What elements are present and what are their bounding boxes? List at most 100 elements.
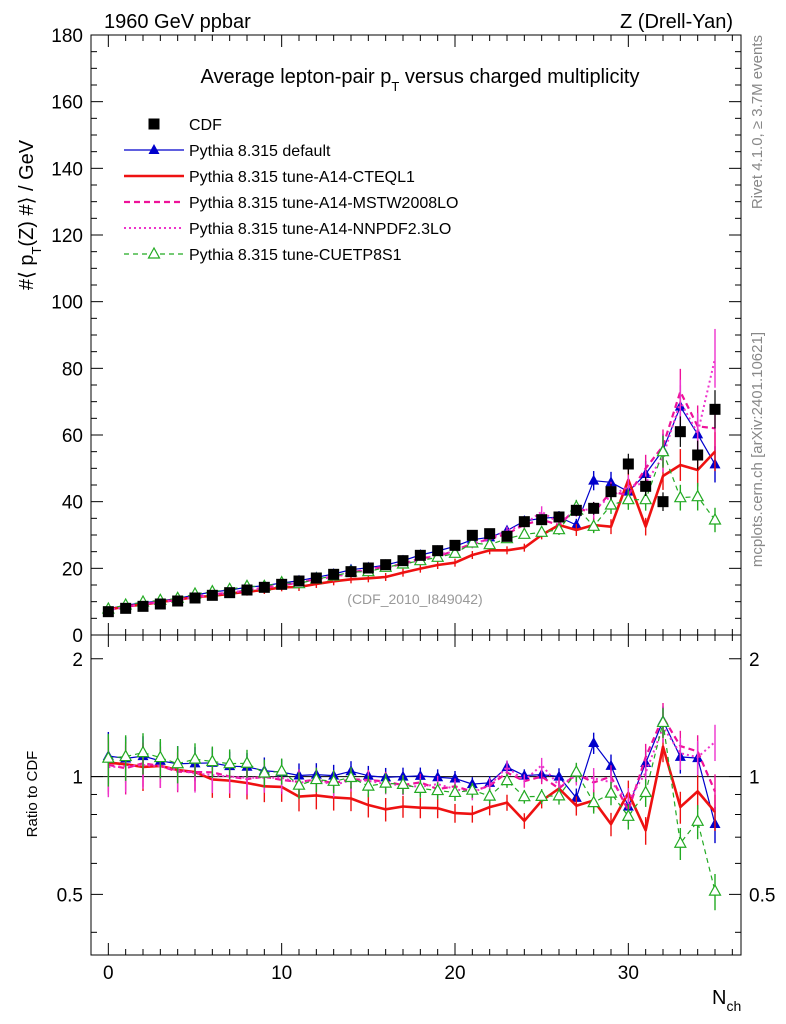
series-1-ratio-point	[449, 772, 461, 783]
series-0-point	[622, 458, 634, 470]
series-5-ratio-point	[171, 756, 185, 769]
series-5-ratio-point	[517, 789, 531, 802]
ratio-tick-label: 2	[72, 650, 83, 671]
legend: CDF Pythia 8.315 default Pythia 8.315 tune…	[124, 117, 458, 264]
series-0-point	[536, 514, 548, 526]
series-0-point	[380, 559, 392, 571]
series-0-point	[397, 555, 409, 567]
legend-item-4: Pythia 8.315 tune-A14-NNPDF2.3LO	[124, 221, 451, 238]
rivet-label: Rivet 4.1.0, ≥ 3.7M events	[749, 35, 766, 209]
series-5-point	[708, 512, 722, 525]
ratio-tick-label-right: 1	[749, 768, 760, 789]
series-5-ratio-point	[483, 788, 497, 801]
y-tick-label: 100	[51, 293, 83, 314]
series-0-point	[449, 539, 461, 551]
y-axis-label: #⟨ pT(Z) #⟩ / GeV	[16, 139, 44, 290]
series-0-point	[276, 578, 288, 590]
y-tick-label: 60	[62, 426, 83, 447]
main-series	[101, 328, 722, 618]
x-tick-label: 10	[271, 963, 292, 984]
series-5-ratio-point	[604, 785, 618, 798]
series-5-point	[431, 550, 445, 562]
legend-marker	[147, 246, 161, 259]
series-5-ratio-point	[708, 883, 722, 896]
x-tick-label: 30	[618, 963, 639, 984]
chart-title: Average lepton-pair pT versus charged mu…	[201, 66, 640, 94]
legend-label: CDF	[189, 117, 222, 134]
series-0-point	[484, 528, 496, 540]
series-0-point	[137, 600, 149, 612]
series-5-ratio-point	[119, 749, 133, 762]
series-5-point	[483, 537, 497, 550]
series-0-point	[345, 566, 357, 578]
series-5-ratio-point	[292, 777, 306, 790]
series-5-ratio-point	[413, 781, 427, 793]
series-5-ratio-point	[552, 788, 566, 801]
x-axis-label: Nch	[712, 987, 741, 1014]
main-frame	[90, 34, 742, 636]
series-5-point	[517, 527, 531, 539]
ratio-plot: 0 10 20 30 0.5 0.5 1 1 2 2	[57, 634, 775, 984]
series-0-point	[414, 549, 426, 561]
series-5-ratio-point	[621, 809, 635, 821]
series-1-ratio-point	[605, 759, 617, 770]
ratio-axes: 0 10 20 30 0.5 0.5 1 1 2 2	[57, 635, 775, 984]
x-tick-label: 20	[444, 963, 465, 984]
ratio-tick-label-right: 0.5	[749, 885, 775, 906]
series-5-point	[639, 492, 653, 505]
main-axes: 0 20 40 60 80 100 120 140 160 180	[51, 26, 741, 647]
series-1-ratio-point	[588, 736, 600, 747]
series-0-point	[224, 587, 236, 599]
series-5-ratio-point	[656, 715, 670, 728]
series-0-point	[657, 496, 669, 508]
ratio-axis-label: Ratio to CDF	[24, 751, 41, 838]
legend-item-1: Pythia 8.315 default	[124, 143, 331, 160]
series-5-point	[691, 489, 705, 502]
series-5-point	[656, 444, 670, 457]
series-0-point	[172, 595, 184, 607]
series-5-point	[448, 546, 462, 558]
ratio-tick-label-right: 2	[749, 650, 760, 671]
series-5-ratio-point	[465, 782, 479, 795]
series-0-point	[102, 606, 114, 618]
series-5-ratio-point	[396, 777, 410, 789]
series-1-point	[588, 474, 600, 485]
series-5-ratio-point	[275, 763, 289, 776]
legend-label: Pythia 8.315 tune-A14-MSTW2008LO	[189, 195, 458, 212]
series-5-ratio-point	[205, 754, 219, 767]
ratio-tick-label: 0.5	[57, 885, 83, 906]
series-5-ratio-point	[569, 764, 583, 777]
y-tick-label: 120	[51, 226, 83, 247]
watermark: (CDF_2010_I849042)	[347, 591, 482, 607]
series-5-ratio-point	[431, 783, 445, 796]
y-tick-label: 20	[62, 559, 83, 580]
series-5-ratio-point	[153, 750, 167, 763]
legend-label: Pythia 8.315 tune-CUETP8S1	[189, 247, 402, 264]
series-0-point	[518, 516, 530, 528]
y-tick-label: 80	[62, 359, 83, 380]
y-tick-label: 180	[51, 26, 83, 47]
header-right: Z (Drell-Yan)	[620, 11, 733, 33]
legend-label: Pythia 8.315 default	[189, 143, 331, 160]
series-0-point	[501, 530, 513, 542]
x-tick-label: 0	[103, 963, 114, 984]
legend-label: Pythia 8.315 tune-A14-CTEQL1	[189, 169, 415, 186]
series-0-point	[553, 511, 565, 523]
series-5-point	[621, 492, 635, 505]
series-5-point	[604, 497, 618, 510]
series-5-point	[552, 522, 566, 535]
series-1-ratio-point	[553, 770, 565, 781]
series-5-ratio-point	[639, 785, 653, 798]
series-5-point	[587, 519, 601, 531]
series-0-point	[310, 572, 322, 584]
header-left: 1960 GeV ppbar	[104, 11, 251, 33]
series-5-ratio-point	[257, 765, 271, 778]
series-1-point	[570, 519, 582, 529]
series-5-ratio-point	[344, 770, 358, 783]
series-5-point	[673, 490, 687, 503]
series-0-point	[206, 589, 218, 601]
legend-item-3: Pythia 8.315 tune-A14-MSTW2008LO	[124, 195, 458, 212]
series-5-ratio-point	[379, 775, 393, 788]
series-0-point	[189, 592, 201, 604]
series-5-ratio-point	[673, 836, 687, 848]
